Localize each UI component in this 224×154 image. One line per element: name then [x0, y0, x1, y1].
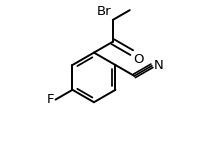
Text: F: F	[47, 93, 54, 106]
Text: Br: Br	[97, 5, 111, 18]
Text: N: N	[154, 59, 164, 72]
Text: O: O	[133, 53, 144, 66]
